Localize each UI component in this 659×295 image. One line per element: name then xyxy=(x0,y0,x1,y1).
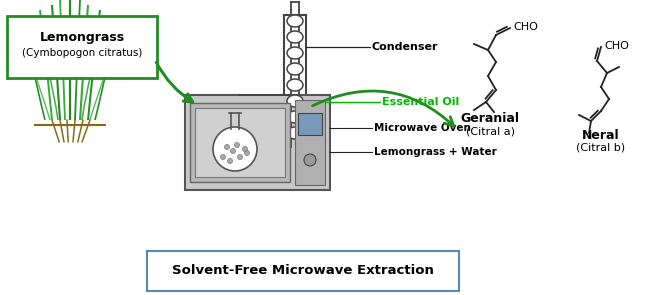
Circle shape xyxy=(235,142,239,148)
Text: Neral: Neral xyxy=(582,129,620,142)
Circle shape xyxy=(225,145,229,150)
Circle shape xyxy=(244,150,250,155)
FancyBboxPatch shape xyxy=(190,103,290,182)
Text: (Citral a): (Citral a) xyxy=(465,126,515,136)
Circle shape xyxy=(213,127,257,171)
FancyBboxPatch shape xyxy=(295,100,325,185)
Text: Lemongrass: Lemongrass xyxy=(40,30,125,43)
Ellipse shape xyxy=(287,63,303,75)
FancyBboxPatch shape xyxy=(7,16,157,78)
Ellipse shape xyxy=(287,95,303,107)
Ellipse shape xyxy=(287,111,303,123)
Text: Essential Oil: Essential Oil xyxy=(382,97,459,107)
FancyBboxPatch shape xyxy=(185,95,330,190)
Text: Geranial: Geranial xyxy=(461,112,519,125)
FancyBboxPatch shape xyxy=(147,251,459,291)
Circle shape xyxy=(227,158,233,163)
Text: Solvent-Free Microwave Extraction: Solvent-Free Microwave Extraction xyxy=(172,265,434,278)
FancyBboxPatch shape xyxy=(195,108,285,177)
Circle shape xyxy=(231,148,235,153)
Text: (Cymbopogon citratus): (Cymbopogon citratus) xyxy=(22,48,142,58)
Ellipse shape xyxy=(287,15,303,27)
Circle shape xyxy=(304,154,316,166)
Text: CHO: CHO xyxy=(513,22,538,32)
Text: (Citral b): (Citral b) xyxy=(577,143,625,153)
Circle shape xyxy=(237,155,243,160)
Circle shape xyxy=(221,155,225,160)
Text: Lemongrass + Water: Lemongrass + Water xyxy=(374,147,497,157)
Circle shape xyxy=(243,147,248,152)
Text: CHO: CHO xyxy=(604,41,629,51)
Ellipse shape xyxy=(287,79,303,91)
Ellipse shape xyxy=(287,127,303,139)
FancyBboxPatch shape xyxy=(298,113,322,135)
Ellipse shape xyxy=(287,47,303,59)
Text: Condenser: Condenser xyxy=(372,42,438,52)
Text: Microwave Oven: Microwave Oven xyxy=(374,123,471,133)
Ellipse shape xyxy=(287,31,303,43)
